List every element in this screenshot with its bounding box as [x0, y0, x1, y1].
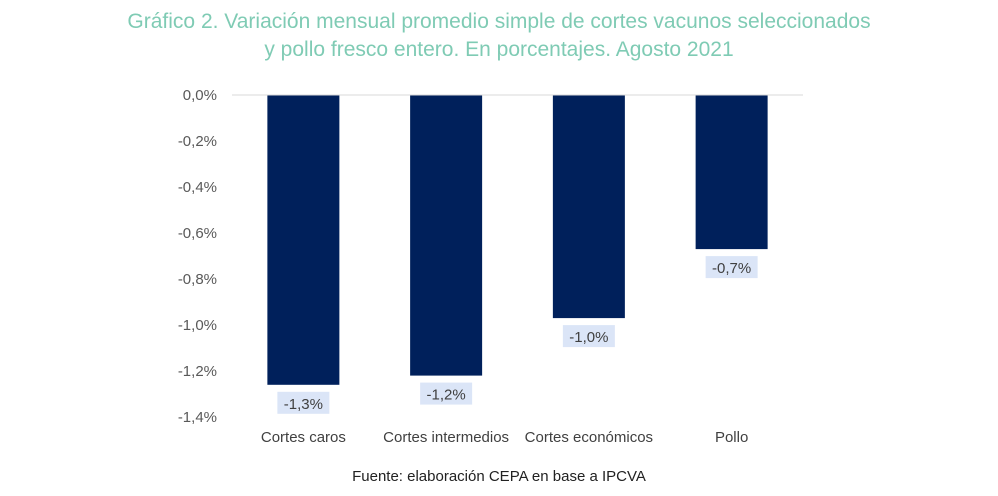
- data-label-background: [705, 256, 758, 279]
- data-label: -1,3%: [284, 396, 323, 413]
- category-label: Pollo: [715, 429, 748, 446]
- data-label: -1,0%: [569, 329, 608, 346]
- bar: [695, 95, 768, 250]
- y-tick-label: -0,8%: [178, 271, 217, 288]
- data-label: -1,2%: [427, 387, 466, 404]
- data-label-background: [420, 382, 473, 405]
- category-label: Cortes intermedios: [383, 429, 509, 446]
- data-label-background: [277, 391, 330, 414]
- y-tick-label: -1,4%: [178, 409, 217, 426]
- bar: [267, 95, 340, 385]
- chart-title-line-1: Gráfico 2. Variación mensual promedio si…: [127, 10, 871, 33]
- y-tick-label: -1,2%: [178, 363, 217, 380]
- y-tick-label: -0,6%: [178, 225, 217, 242]
- y-tick-label: -0,4%: [178, 179, 217, 196]
- chart-title-line-2: y pollo fresco entero. En porcentajes. A…: [264, 38, 734, 61]
- y-tick-label: -0,2%: [178, 133, 217, 150]
- chart-title: Gráfico 2. Variación mensual promedio si…: [0, 8, 998, 64]
- data-label-background: [562, 325, 615, 348]
- y-tick-label: -1,0%: [178, 317, 217, 334]
- data-label: -0,7%: [712, 260, 751, 277]
- source-note: Fuente: elaboración CEPA en base a IPCVA: [352, 468, 646, 485]
- y-tick-label: 0,0%: [183, 87, 217, 104]
- bar: [552, 95, 625, 319]
- category-label: Cortes caros: [261, 429, 346, 446]
- bar: [410, 95, 483, 376]
- category-label: Cortes económicos: [525, 429, 653, 446]
